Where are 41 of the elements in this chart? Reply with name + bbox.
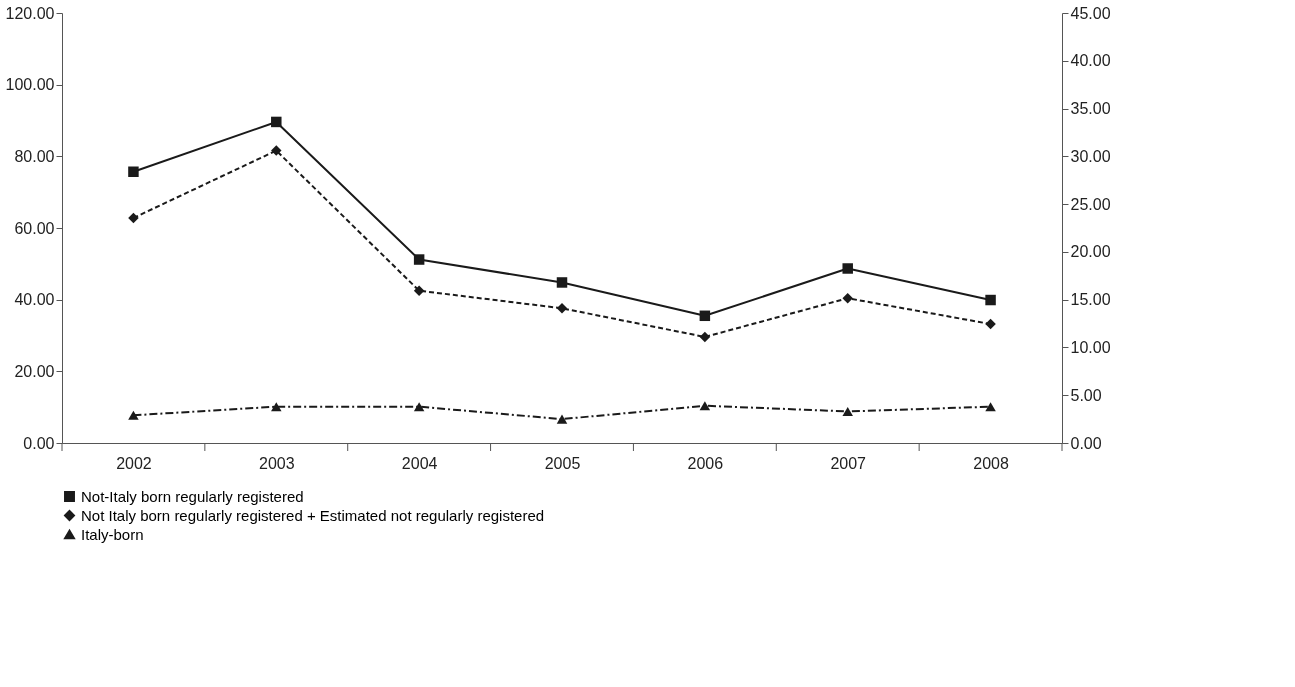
y2-tick-label: 40.00 <box>1070 52 1111 70</box>
x-tick-label: 2007 <box>830 454 867 472</box>
point <box>128 212 139 224</box>
y2-tick-label: 15.00 <box>1070 291 1111 309</box>
legend-label: Not Italy born regularly registered + Estimated not regularly registered <box>81 506 545 524</box>
x-tick-label: 2005 <box>544 454 581 472</box>
legend-label: Not-Italy born regularly registered <box>81 487 304 505</box>
point <box>556 277 568 288</box>
y2-tick-label: 35.00 <box>1070 100 1111 118</box>
y2-tick-label: 0.00 <box>1070 434 1102 452</box>
x-tick-label: 2004 <box>401 454 438 472</box>
y-tick-label: 60.00 <box>14 219 55 237</box>
point <box>271 116 282 128</box>
x-tick-label: 2003 <box>258 454 295 472</box>
point <box>699 331 711 343</box>
y-tick-label: 40.00 <box>14 291 55 309</box>
x-tick-label: 2006 <box>687 454 724 472</box>
point <box>413 254 425 265</box>
y-tick-label: 20.00 <box>14 362 55 380</box>
point <box>128 166 139 177</box>
x-tick-label: 2008 <box>973 454 1009 472</box>
point <box>842 292 853 304</box>
y2-tick-label: 20.00 <box>1070 243 1111 261</box>
y-tick-label: 100.00 <box>5 76 55 94</box>
point <box>556 303 568 314</box>
point <box>985 294 996 306</box>
y-tick-label: 80.00 <box>14 147 55 165</box>
y2-tick-label: 25.00 <box>1070 195 1111 213</box>
y-tick-label: 120.00 <box>5 4 55 22</box>
point <box>413 285 425 296</box>
y2-tick-label: 45.00 <box>1070 4 1111 22</box>
x-tick-label: 2002 <box>116 454 152 472</box>
y-tick-label: 0.00 <box>23 434 55 452</box>
point <box>699 310 711 322</box>
y2-tick-label: 5.00 <box>1070 386 1102 404</box>
y2-tick-label: 10.00 <box>1070 338 1111 356</box>
point <box>271 145 282 156</box>
point <box>985 318 996 330</box>
point <box>842 263 853 274</box>
legend-label: Italy-born <box>81 525 144 543</box>
y2-tick-label: 30.00 <box>1070 147 1111 165</box>
